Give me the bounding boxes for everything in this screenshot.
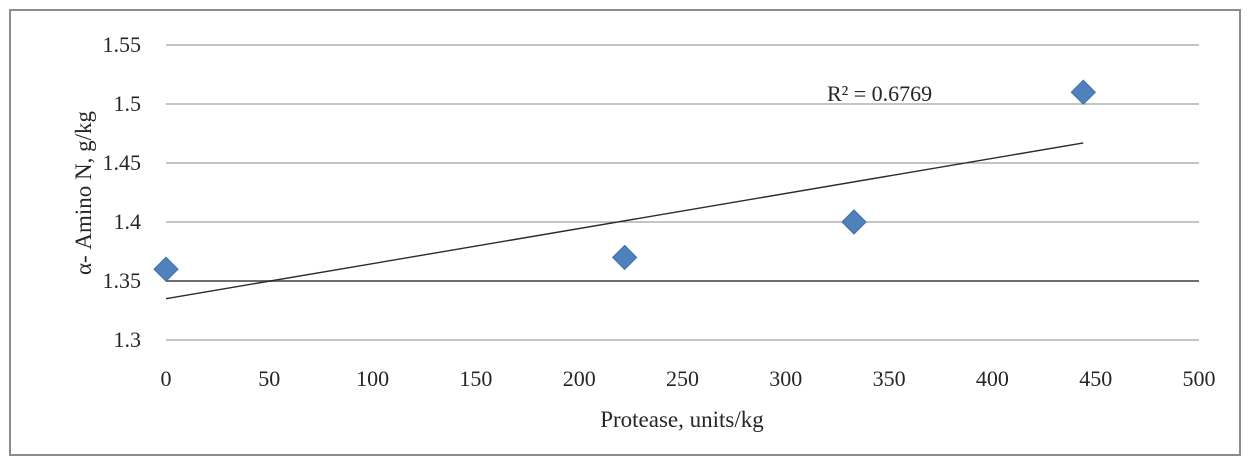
x-tick-label-9: 450 <box>1079 366 1112 391</box>
y-tick-label-5: 1.55 <box>103 32 142 57</box>
x-tick-label-7: 350 <box>873 366 906 391</box>
x-tick-label-8: 400 <box>976 366 1009 391</box>
gridlines <box>166 44 1199 341</box>
x-tick-label-4: 200 <box>563 366 596 391</box>
data-point-3 <box>1070 79 1097 105</box>
data-points <box>153 79 1097 282</box>
x-tick-label-1: 50 <box>258 366 280 391</box>
r-squared-label: R² = 0.6769 <box>827 81 932 106</box>
trendline <box>165 142 1084 300</box>
x-tick-label-3: 150 <box>459 366 492 391</box>
y-tick-label-1: 1.35 <box>103 268 142 293</box>
x-tick-label-2: 100 <box>356 366 389 391</box>
x-tick-label-10: 500 <box>1183 366 1216 391</box>
x-tick-label-5: 250 <box>666 366 699 391</box>
data-point-2 <box>841 209 867 235</box>
y-axis-title: α- Amino N, g/kg <box>71 110 96 275</box>
x-axis-title: Protease, units/kg <box>600 407 764 432</box>
y-tick-label-4: 1.5 <box>114 91 142 116</box>
y-tick-label-0: 1.3 <box>114 327 142 352</box>
x-tick-label-6: 300 <box>769 366 802 391</box>
x-tick-label-0: 0 <box>161 366 172 391</box>
x-tick-labels: 0 50 100 150 200 250 300 350 400 450 500 <box>161 366 1216 391</box>
y-tick-label-2: 1.4 <box>114 209 142 234</box>
data-point-0 <box>153 256 179 282</box>
y-tick-labels: 1.3 1.35 1.4 1.45 1.5 1.55 <box>103 32 142 352</box>
data-point-1 <box>611 244 638 271</box>
trendline-group <box>165 142 1084 300</box>
y-tick-label-3: 1.45 <box>103 150 142 175</box>
chart-frame <box>9 9 1241 456</box>
